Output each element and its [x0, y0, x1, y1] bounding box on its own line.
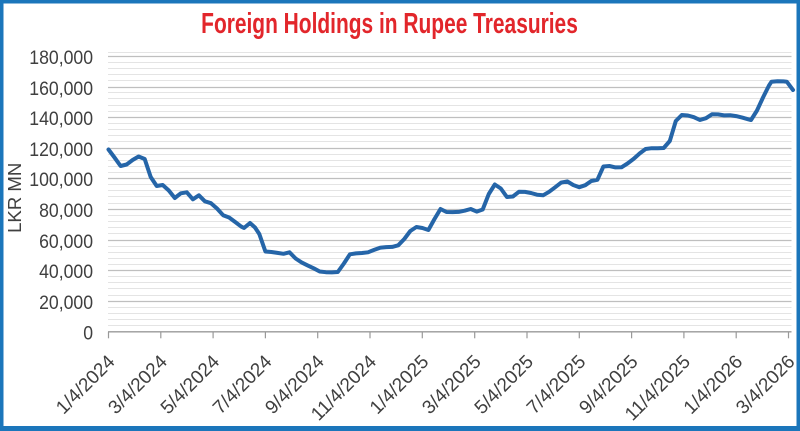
svg-text:40,000: 40,000	[39, 260, 93, 282]
svg-text:140,000: 140,000	[29, 107, 93, 129]
svg-text:120,000: 120,000	[29, 138, 93, 160]
svg-text:Foreign Holdings in Rupee Trea: Foreign Holdings in Rupee Treasuries	[201, 8, 578, 40]
svg-text:60,000: 60,000	[39, 230, 93, 252]
svg-text:180,000: 180,000	[29, 46, 93, 68]
svg-text:20,000: 20,000	[39, 291, 93, 313]
svg-text:LKR MN: LKR MN	[4, 163, 25, 233]
svg-text:160,000: 160,000	[29, 77, 93, 99]
svg-text:80,000: 80,000	[39, 199, 93, 221]
svg-text:100,000: 100,000	[29, 168, 93, 190]
svg-text:0: 0	[83, 321, 93, 343]
